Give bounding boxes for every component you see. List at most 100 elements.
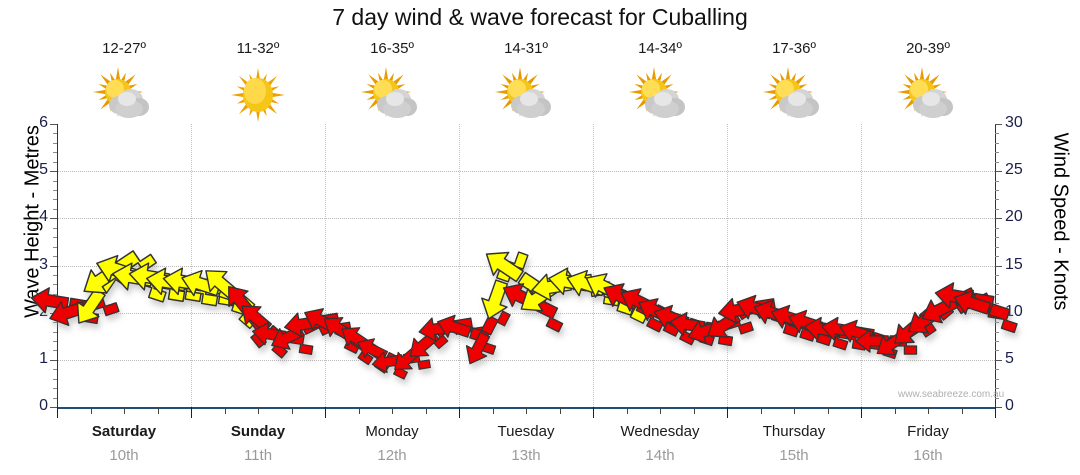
x-tick-minor xyxy=(928,407,929,414)
wind-arrow xyxy=(876,319,937,356)
right-minor-tick xyxy=(995,284,999,286)
right-minor-tick xyxy=(995,293,999,295)
left-minor-tick xyxy=(53,284,57,286)
wind-arrow xyxy=(111,262,186,303)
left-axis-label-4: 4 xyxy=(39,208,48,226)
left-minor-tick xyxy=(53,133,57,135)
wind-arrow xyxy=(271,316,335,350)
right-tick-25 xyxy=(995,171,1002,173)
day-date-wednesday: 14th xyxy=(645,447,675,464)
right-minor-tick xyxy=(995,331,999,333)
right-minor-tick xyxy=(995,152,999,154)
left-minor-tick xyxy=(53,246,57,248)
wind-arrow xyxy=(323,317,374,366)
right-minor-tick xyxy=(995,397,999,399)
wind-arrow xyxy=(839,319,898,360)
right-minor-tick xyxy=(995,378,999,380)
left-minor-tick xyxy=(53,322,57,324)
left-minor-tick xyxy=(53,369,57,371)
x-tick-major xyxy=(861,407,862,418)
right-axis-label-5: 5 xyxy=(1005,349,1014,367)
partly-cloudy-icon xyxy=(625,66,695,124)
wind-arrow xyxy=(804,316,867,351)
day-divider-6 xyxy=(861,124,862,407)
right-minor-tick xyxy=(995,142,999,144)
right-minor-tick xyxy=(995,322,999,324)
x-tick-minor xyxy=(358,407,360,414)
wind-arrow xyxy=(547,267,621,307)
wind-arrow xyxy=(566,269,635,316)
right-tick-30 xyxy=(995,124,1002,125)
left-axis-line xyxy=(57,124,58,407)
partly-cloudy-icon xyxy=(759,66,829,124)
day-date-monday: 12th xyxy=(377,447,407,464)
x-tick-minor xyxy=(760,407,762,414)
day-divider-3 xyxy=(459,124,460,407)
day-divider-5 xyxy=(727,124,728,407)
left-tick-2 xyxy=(50,312,57,314)
x-tick-minor xyxy=(224,407,226,414)
day-name-monday: Monday xyxy=(365,423,419,440)
left-axis-label-1: 1 xyxy=(39,349,48,367)
left-tick-1 xyxy=(50,359,57,361)
left-tick-0 xyxy=(50,407,57,408)
day-divider-2 xyxy=(325,124,326,407)
wind-arrow xyxy=(770,304,833,347)
x-tick-major xyxy=(593,407,594,418)
right-axis-label-10: 10 xyxy=(1005,302,1023,320)
x-tick-minor xyxy=(526,407,527,414)
right-axis-label-30: 30 xyxy=(1005,114,1023,131)
wind-arrow xyxy=(162,267,236,307)
wind-arrow xyxy=(894,303,955,344)
left-axis-label-3: 3 xyxy=(39,255,48,273)
day-date-friday: 16th xyxy=(913,447,943,464)
x-tick-minor xyxy=(90,407,92,414)
day-date-saturday: 10th xyxy=(109,447,139,464)
x-tick-minor xyxy=(492,407,494,414)
x-tick-minor xyxy=(894,407,896,414)
x-tick-minor xyxy=(794,407,795,414)
wind-arrow xyxy=(241,305,288,359)
left-minor-tick xyxy=(53,397,57,399)
temperature-range-tuesday: 14-31º xyxy=(504,40,548,57)
day-name-sunday: Sunday xyxy=(230,423,286,440)
sunny-icon xyxy=(223,66,293,124)
x-tick-minor xyxy=(660,407,661,414)
left-axis-label-2: 2 xyxy=(39,302,48,320)
right-axis-label-20: 20 xyxy=(1005,208,1023,226)
x-tick-minor xyxy=(559,407,561,414)
x-tick-minor xyxy=(626,407,628,414)
right-minor-tick xyxy=(995,161,999,163)
wind-arrow xyxy=(76,267,133,324)
left-axis-label-0: 0 xyxy=(39,397,48,414)
partly-cloudy-icon xyxy=(89,66,159,124)
left-minor-tick xyxy=(53,378,57,380)
wind-arrow xyxy=(83,250,158,294)
wind-arrow xyxy=(304,308,361,354)
wind-arrow xyxy=(485,251,546,310)
day-divider-1 xyxy=(191,124,192,407)
day-name-friday: Friday xyxy=(907,423,949,440)
right-minor-tick xyxy=(995,208,999,210)
left-minor-tick xyxy=(53,331,57,333)
gridline-y-2 xyxy=(57,312,995,314)
wind-arrow xyxy=(418,317,485,342)
right-minor-tick xyxy=(995,190,999,192)
x-tick-minor xyxy=(425,407,427,414)
right-axis-label-15: 15 xyxy=(1005,255,1023,273)
left-minor-tick xyxy=(53,237,57,239)
day-date-sunday: 11th xyxy=(243,447,273,464)
temperature-range-saturday: 12-27º xyxy=(102,40,146,57)
wind-arrow xyxy=(707,299,772,338)
right-tick-5 xyxy=(995,359,1002,361)
wind-arrow xyxy=(585,273,648,324)
wind-arrow xyxy=(205,270,257,330)
gridline-y-1 xyxy=(57,359,995,361)
wind-arrow xyxy=(252,321,314,356)
x-tick-minor xyxy=(157,407,159,414)
wind-arrow xyxy=(921,287,992,324)
day-date-tuesday: 13th xyxy=(511,447,541,464)
right-tick-15 xyxy=(995,265,1002,267)
right-minor-tick xyxy=(995,180,999,182)
